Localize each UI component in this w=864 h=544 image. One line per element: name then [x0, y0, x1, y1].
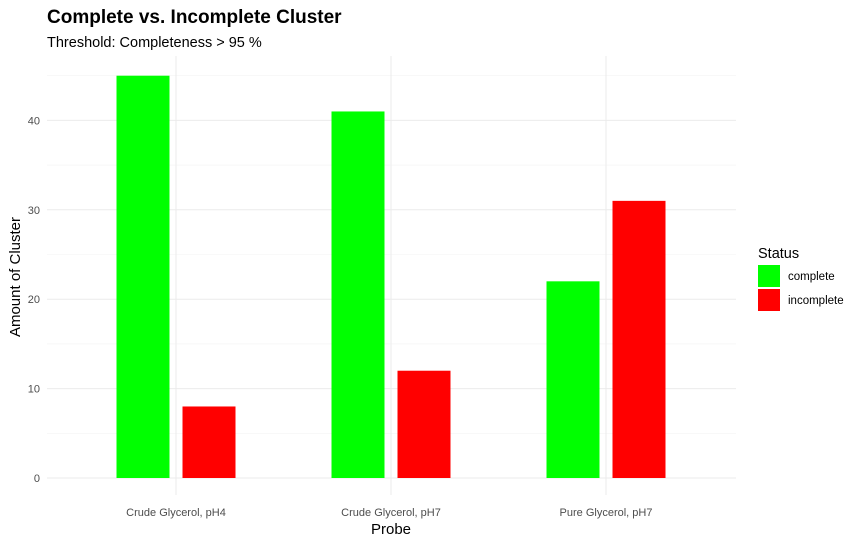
legend-items: complete incomplete: [758, 265, 844, 311]
y-tick-label: 0: [34, 473, 40, 485]
bar-complete-2: [331, 111, 385, 479]
y-axis-ticks: 0 10 20 30 40: [28, 115, 40, 485]
bar-incomplete-1: [182, 406, 236, 478]
legend-label-incomplete: incomplete: [788, 295, 844, 307]
bars: [116, 75, 666, 479]
legend-title: Status: [758, 246, 799, 262]
bar-complete-1: [116, 75, 170, 478]
bar-incomplete-3: [612, 200, 666, 479]
y-tick-label: 10: [28, 384, 40, 396]
y-tick-label: 30: [28, 205, 40, 217]
legend-swatch-complete: [758, 265, 780, 287]
y-axis-title: Amount of Cluster: [7, 217, 24, 337]
legend-swatch-incomplete: [758, 289, 780, 311]
x-axis-title: Probe: [371, 521, 411, 538]
legend: Status complete incomplete: [758, 246, 844, 311]
y-tick-label: 40: [28, 115, 40, 127]
x-tick-label: Crude Glycerol, pH4: [126, 507, 226, 519]
chart-subtitle: Threshold: Completeness > 95 %: [47, 35, 262, 51]
chart-title: Complete vs. Incomplete Cluster: [47, 7, 342, 28]
bar-incomplete-2: [397, 370, 451, 478]
x-axis-ticks: Crude Glycerol, pH4 Crude Glycerol, pH7 Pu…: [126, 507, 652, 519]
y-tick-label: 20: [28, 294, 40, 306]
x-tick-label: Pure Glycerol, pH7: [560, 507, 653, 519]
x-tick-label: Crude Glycerol, pH7: [341, 507, 441, 519]
bar-complete-3: [546, 281, 600, 478]
legend-label-complete: complete: [788, 271, 835, 283]
